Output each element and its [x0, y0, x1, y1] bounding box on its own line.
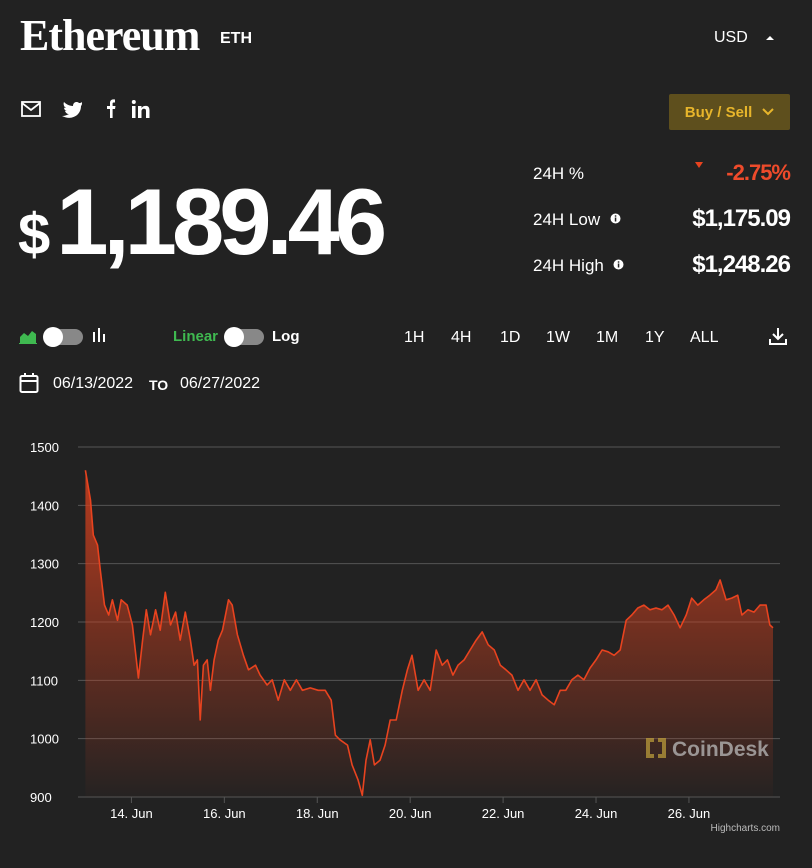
x-tick-label: 18. Jun: [296, 806, 339, 821]
range-button[interactable]: 1D: [500, 329, 521, 346]
info-icon[interactable]: [610, 213, 621, 224]
share-icons[interactable]: [20, 98, 160, 122]
x-tick-label: 16. Jun: [203, 806, 246, 821]
chart-type-toggle[interactable]: [43, 327, 83, 347]
watermark-text: CoinDesk: [672, 738, 769, 761]
download-icon[interactable]: [768, 326, 788, 346]
y-tick-label: 1000: [30, 732, 59, 747]
calendar-icon[interactable]: [19, 372, 39, 394]
stat-value: -2.75%: [726, 160, 791, 185]
coin-symbol: ETH: [220, 30, 252, 47]
info-icon[interactable]: [613, 259, 624, 270]
y-tick-label: 900: [30, 790, 52, 805]
y-tick-label: 1300: [30, 557, 59, 572]
price-value: 1,189.46: [56, 169, 387, 274]
date-to[interactable]: 06/27/2022: [180, 375, 261, 392]
scale-toggle[interactable]: [224, 327, 264, 347]
dropdown-caret: [762, 108, 774, 116]
stat-value: $1,175.09: [692, 205, 791, 232]
buy-sell-button[interactable]: Buy / Sell: [669, 94, 790, 130]
date-separator: TO: [149, 377, 173, 393]
credits: Highcharts.com: [711, 823, 780, 834]
x-tick-label: 26. Jun: [668, 806, 711, 821]
range-button[interactable]: 1W: [546, 329, 570, 346]
x-tick-label: 20. Jun: [389, 806, 432, 821]
currency-caret: [766, 36, 774, 40]
stat-label: 24H High: [533, 256, 604, 275]
y-tick-label: 1200: [30, 615, 59, 630]
x-tick-label: 14. Jun: [110, 806, 153, 821]
range-button[interactable]: 1Y: [645, 329, 665, 346]
coin-name: Ethereum: [20, 11, 200, 60]
y-tick-label: 1400: [30, 498, 59, 513]
y-tick-label: 1100: [30, 673, 58, 688]
stat-value: $1,248.26: [692, 251, 791, 278]
buy-sell-label: Buy / Sell: [684, 103, 753, 121]
log-label[interactable]: Log: [272, 328, 300, 345]
currency-select[interactable]: USD: [714, 29, 748, 46]
price-line: [84, 470, 774, 797]
date-from[interactable]: 06/13/2022: [53, 375, 134, 392]
price-chart: 900 1000 1100 1200 1300 1400 1500 14. Jun 16. Ju…: [30, 440, 780, 834]
range-button[interactable]: 1H: [404, 329, 425, 346]
down-arrow: [695, 162, 703, 168]
x-tick-label: 24. Jun: [575, 806, 618, 821]
y-tick-label: 1500: [30, 440, 59, 455]
x-tick-label: 22. Jun: [482, 806, 525, 821]
linear-label[interactable]: Linear: [173, 328, 219, 345]
stat-label: 24H %: [533, 164, 585, 183]
range-button[interactable]: ALL: [690, 329, 719, 346]
range-button[interactable]: 1M: [596, 329, 619, 346]
candle-chart-icon[interactable]: [91, 327, 107, 343]
price-symbol: $: [18, 202, 51, 267]
stat-label: 24H Low: [533, 210, 601, 229]
watermark: CoinDesk: [646, 738, 769, 761]
price: $1,189.46: [18, 168, 387, 276]
area-chart-icon[interactable]: [19, 328, 37, 344]
range-button[interactable]: 4H: [451, 329, 472, 346]
price-area: [85, 470, 773, 797]
